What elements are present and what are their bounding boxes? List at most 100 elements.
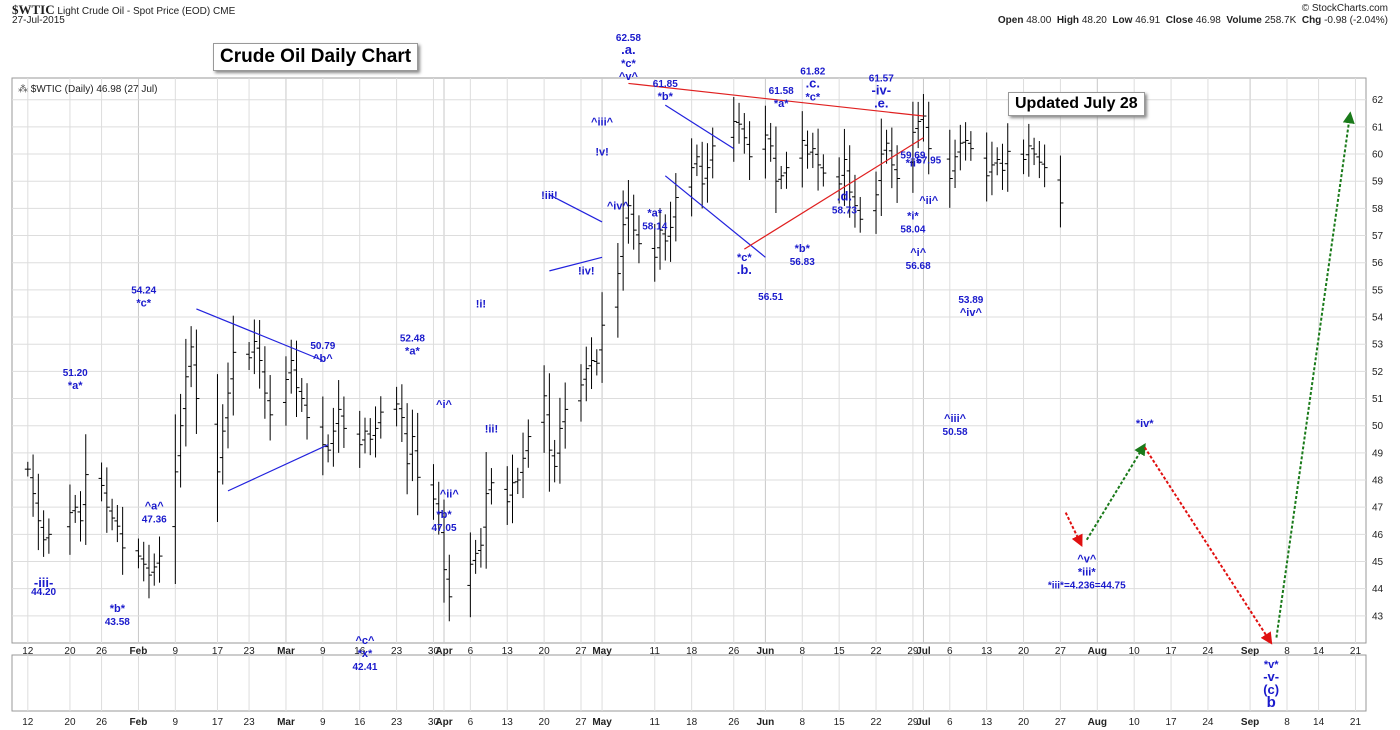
wave-label: *iii*=4.236=44.75 <box>1048 581 1126 592</box>
wave-label: !i! <box>476 299 486 311</box>
forecast-arrow-up <box>1275 111 1355 638</box>
ohlc-bar <box>372 406 379 458</box>
forecast-arrow-down <box>1064 512 1083 548</box>
ohlc-bar <box>1036 141 1043 179</box>
wave-label: 59.69 <box>900 150 925 161</box>
x-tick-label: 11 <box>650 646 661 657</box>
ohlc-bar <box>72 494 79 523</box>
ohlc-bar <box>367 418 374 456</box>
ohlc-bar <box>693 144 700 177</box>
wave-label: 53.89 <box>958 295 983 306</box>
ohlc-bar <box>688 138 695 217</box>
ohlc-bar <box>999 143 1006 190</box>
ohlc-bar <box>340 396 347 448</box>
ohlc-bar <box>256 320 263 389</box>
ohlc-bar <box>298 378 305 412</box>
ohlc-bar <box>799 111 806 188</box>
blue-trendline <box>664 175 766 258</box>
x-tick-label: 23 <box>391 646 403 657</box>
ohlc-bar <box>551 439 558 483</box>
ohlc-bar <box>767 122 774 162</box>
x-tick-label: 17 <box>212 646 224 657</box>
ohlc-bar <box>172 414 179 585</box>
volume-value: 258.7K <box>1264 15 1297 26</box>
legend-swatch-icon: ⁂ <box>18 84 28 95</box>
ohlc-bar <box>251 319 258 375</box>
ohlc-bar <box>393 386 400 427</box>
ohlc-bar <box>925 101 932 175</box>
y-tick-label: 52 <box>1372 367 1384 378</box>
ohlc-bar <box>857 196 864 233</box>
x-tick-label: Sep <box>1241 646 1259 657</box>
low-label: Low <box>1112 15 1133 26</box>
x-tick-label-bottom: Jul <box>916 717 931 728</box>
wave-label: 58.04 <box>900 224 925 235</box>
ohlc-bar <box>846 145 853 218</box>
ohlc-bar <box>730 97 737 162</box>
instrument-name: Light Crude Oil - Spot Price (EOD) <box>57 6 211 17</box>
wave-label: *b* <box>436 509 452 521</box>
wave-label: *b* <box>795 243 811 255</box>
ohlc-bar <box>467 532 474 618</box>
x-tick-label: 8 <box>1284 646 1290 657</box>
ohlc-bar <box>504 466 511 525</box>
ohlc-bar <box>662 214 669 261</box>
x-tick-label-bottom: 10 <box>1129 717 1141 728</box>
x-tick-label-bottom: 12 <box>22 717 34 728</box>
x-tick-label-bottom: 27 <box>1055 717 1067 728</box>
x-tick-label-bottom: 30 <box>428 717 440 728</box>
x-tick-label-bottom: 18 <box>686 717 698 728</box>
ohlc-bar <box>361 417 368 454</box>
ohlc-bar <box>267 375 274 441</box>
legend-text: $WTIC (Daily) 46.98 (27 Jul) <box>30 84 158 95</box>
wave-label: ^iv^ <box>607 201 630 213</box>
wave-label: !v! <box>595 146 608 158</box>
ohlc-bar <box>1041 144 1048 188</box>
plot-area <box>11 77 1367 644</box>
wave-label: -iii- <box>34 575 54 590</box>
wave-label: *b* <box>110 603 126 615</box>
x-tick-label-bottom: 13 <box>981 717 993 728</box>
ohlc-bar <box>151 553 158 586</box>
x-tick-label: 6 <box>947 646 953 657</box>
wave-label: 56.83 <box>790 257 815 268</box>
ohlc-bar <box>145 544 152 599</box>
ohlc-bar <box>156 536 163 583</box>
lower-panel <box>11 654 1367 712</box>
y-tick-label: 46 <box>1372 530 1384 541</box>
ohlc-bar <box>119 506 126 575</box>
ohlc-bar <box>772 126 779 214</box>
ohlc-bar <box>1025 123 1032 177</box>
wave-label: ^iv^ <box>960 307 983 319</box>
forecast-arrow-down <box>1143 446 1273 645</box>
x-tick-label-bottom: 17 <box>212 717 224 728</box>
wave-label: *i* <box>907 210 919 222</box>
ohlc-bar <box>1031 137 1038 166</box>
ohlc-bar <box>1020 139 1027 175</box>
ohlc-bar <box>599 292 606 383</box>
x-tick-label: 23 <box>244 646 256 657</box>
close-label: Close <box>1165 15 1194 26</box>
wave-label: *c* <box>136 298 151 310</box>
x-tick-label-bottom: 20 <box>1018 717 1030 728</box>
y-tick-label: 57 <box>1372 231 1384 242</box>
wave-label: *a* <box>405 345 420 357</box>
wave-label: *c* <box>737 252 752 264</box>
title-box: Crude Oil Daily Chart <box>213 43 419 71</box>
ohlc-bar <box>1057 155 1064 228</box>
wave-label: ^c^ <box>356 635 376 647</box>
wave-label: 61.82 <box>800 67 825 78</box>
chg-label: Chg <box>1301 15 1322 26</box>
ohlc-bar <box>583 346 590 402</box>
x-tick-label-bottom: 23 <box>244 717 256 728</box>
wave-label: !iv! <box>578 266 595 278</box>
wave-label: !iii! <box>541 190 558 202</box>
wave-label: 51.20 <box>63 368 88 379</box>
y-tick-label: 45 <box>1372 557 1384 568</box>
wave-label: 56.51 <box>758 292 783 303</box>
ohlc-bar <box>177 393 184 488</box>
red-trendline <box>628 82 924 117</box>
ohlc-bar <box>330 407 337 467</box>
ohlc-bar <box>182 338 189 447</box>
wave-label: *a* <box>774 98 789 110</box>
